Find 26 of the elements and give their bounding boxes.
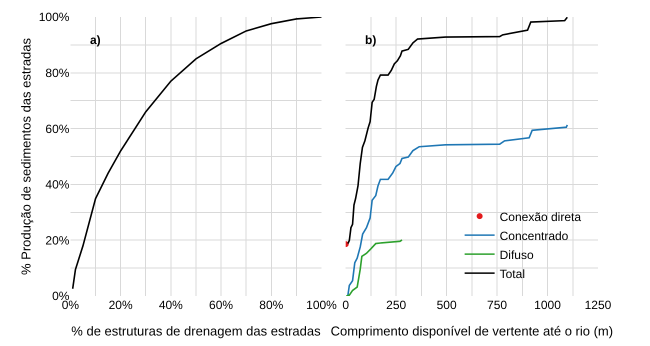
x-tick-label: 60% [209,298,234,312]
y-tick-label: 40% [45,178,70,192]
x-tick-label: 500 [436,298,457,312]
x-tick-label: 40% [158,298,184,312]
line-series [72,17,322,290]
x-tick-label: 100% [306,298,338,312]
x-tick-label: 1250 [584,298,612,312]
y-tick-label: 80% [45,66,70,80]
legend-label: Concentrado [500,228,569,243]
x-tick-label: 750 [487,298,508,312]
x-axis-title: Comprimento disponível de vertente até o rio (m) [330,324,614,339]
x-axis-title: % de estruturas de drenagem das estradas [71,324,322,339]
annotation: b) [365,33,376,47]
legend-label: Total [500,266,525,281]
x-tick-label: 1000 [534,298,562,312]
legend-label: Conexão direta [500,210,582,224]
x-tick-label: 250 [386,298,406,312]
y-tick-label: 100% [38,10,70,24]
y-tick-label: 60% [45,122,70,136]
x-tick-label: 80% [259,298,284,312]
y-tick-label: 20% [45,233,70,248]
annotation: a) [90,33,101,47]
legend-label: Difuso [500,248,534,262]
x-tick-label: 20% [108,298,133,312]
y-axis-title: % Produção de sedimentos das estradas [18,37,34,276]
x-tick-label: 0 [342,298,350,312]
